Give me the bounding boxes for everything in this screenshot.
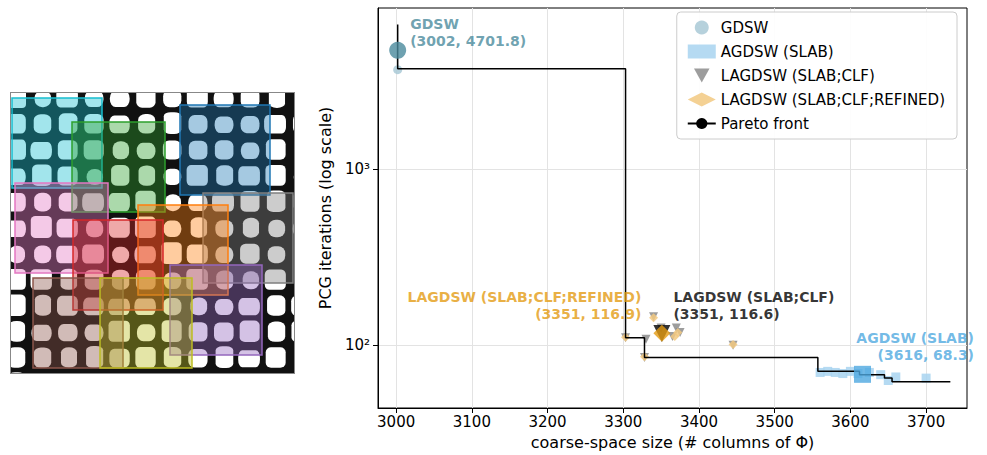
svg-text:3600: 3600 [831,413,869,431]
svg-text:3500: 3500 [756,413,794,431]
svg-text:PCG iterations (log scale): PCG iterations (log scale) [316,107,335,310]
svg-text:(3616, 68.3): (3616, 68.3) [878,347,975,363]
svg-text:3200: 3200 [528,413,566,431]
svg-text:Pareto front: Pareto front [721,115,809,133]
svg-text:3100: 3100 [453,413,491,431]
svg-text:LAGDSW (SLAB;CLF): LAGDSW (SLAB;CLF) [721,67,875,85]
svg-text:coarse-space size (# columns o: coarse-space size (# columns of Φ) [531,433,814,452]
svg-text:GDSW: GDSW [721,19,769,37]
svg-text:AGDSW (SLAB): AGDSW (SLAB) [856,330,974,346]
svg-text:AGDSW (SLAB): AGDSW (SLAB) [721,43,834,61]
svg-text:LAGDSW (SLAB;CLF): LAGDSW (SLAB;CLF) [673,289,834,305]
svg-text:3300: 3300 [604,413,642,431]
svg-text:LAGDSW (SLAB;CLF;REFINED): LAGDSW (SLAB;CLF;REFINED) [721,91,945,109]
svg-text:3700: 3700 [907,413,945,431]
svg-text:(3351, 116.6): (3351, 116.6) [673,306,779,322]
svg-text:LAGDSW (SLAB;CLF;REFINED): LAGDSW (SLAB;CLF;REFINED) [408,289,642,305]
svg-text:GDSW: GDSW [410,16,459,32]
svg-text:10³: 10³ [345,160,370,178]
svg-text:3000: 3000 [377,413,415,431]
svg-text:3400: 3400 [680,413,718,431]
svg-text:(3351, 116.9): (3351, 116.9) [535,306,641,322]
svg-text:(3002, 4701.8): (3002, 4701.8) [410,33,526,49]
svg-text:10²: 10² [345,336,370,354]
